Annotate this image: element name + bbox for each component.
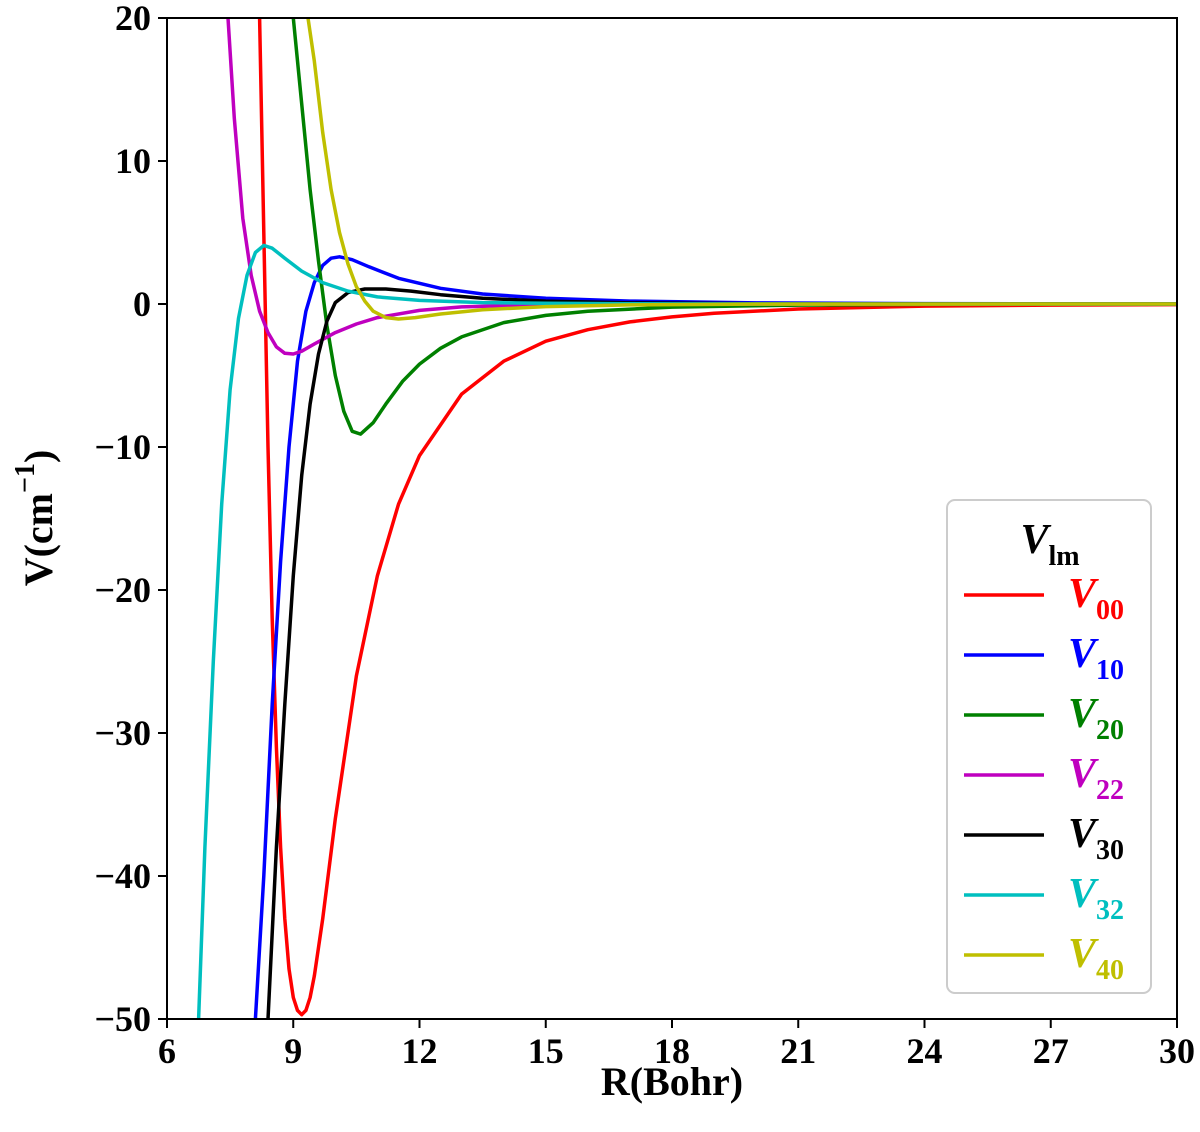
series-line-V10 (253, 255, 1177, 1019)
legend-label-V30: V30 (1068, 811, 1124, 866)
series-line-V00 (257, 18, 1177, 1017)
x-tick-label: 12 (402, 1031, 438, 1071)
x-tick-label: 27 (1033, 1031, 1069, 1071)
y-axis-title: V(cm−1) (10, 450, 61, 587)
x-tick-label: 21 (780, 1031, 816, 1071)
legend-title-main: V (1020, 517, 1051, 563)
y-tick-label: −20 (94, 570, 151, 610)
y-tick-label: 20 (115, 0, 151, 38)
legend-label-V40: V40 (1068, 931, 1124, 986)
y-axis-title-close: ) (16, 450, 61, 463)
svg-text:V(cm−1): V(cm−1) (10, 450, 61, 587)
series-line-V40 (306, 18, 1177, 321)
y-tick-label: 0 (133, 284, 151, 324)
y-tick-label: −30 (94, 713, 151, 753)
series-layer (196, 18, 1177, 1019)
legend-label-V32: V32 (1068, 871, 1124, 926)
y-tick-label: −40 (94, 856, 151, 896)
x-tick-label: 30 (1159, 1031, 1195, 1071)
y-tick-label: −50 (94, 999, 151, 1039)
legend-label-V10: V10 (1068, 631, 1124, 686)
y-tick-label: 10 (115, 141, 151, 181)
series-line-V22 (226, 18, 1177, 356)
legend-box (946, 499, 1152, 994)
series-line-V32 (196, 243, 1177, 1019)
y-axis-title-exponent: −1 (10, 463, 41, 493)
y-axis: −50 −40 −30 −20 −10 0 10 20 (94, 0, 167, 1039)
y-tick-label: −10 (94, 427, 151, 467)
x-tick-label: 18 (654, 1031, 690, 1071)
x-axis: 6 9 12 15 18 21 24 27 30 (158, 1019, 1195, 1071)
x-tick-label: 24 (907, 1031, 943, 1071)
legend-label-V20: V20 (1068, 691, 1124, 746)
series-line-V20 (291, 18, 1177, 436)
legend-title: Vlm (1020, 517, 1079, 572)
x-tick-label: 9 (284, 1031, 302, 1071)
legend-title-sub: lm (1048, 541, 1079, 572)
legend-label-V22: V22 (1068, 751, 1124, 806)
y-axis-title-main: V(cm (16, 493, 61, 586)
x-tick-label: 6 (158, 1031, 176, 1071)
x-tick-label: 15 (528, 1031, 564, 1071)
x-axis-title: R(Bohr) (601, 1059, 743, 1104)
legend-label-V00: V00 (1068, 571, 1124, 626)
